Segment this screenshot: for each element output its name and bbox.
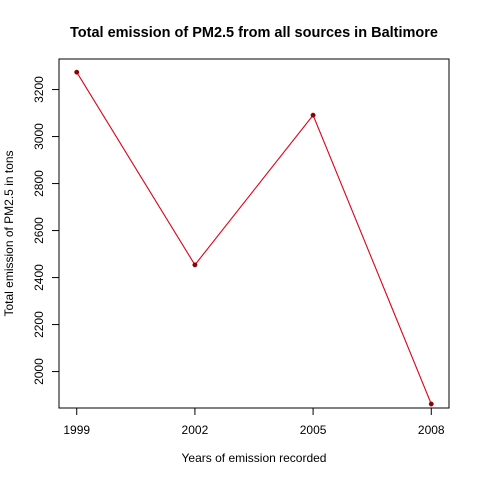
chart-title: Total emission of PM2.5 from all sources…: [70, 25, 438, 41]
x-tick-label: 2002: [182, 423, 209, 437]
x-tick-label: 2005: [300, 423, 327, 437]
series-layer: [74, 69, 434, 407]
y-tick-label: 2200: [32, 311, 46, 338]
y-axis: 2000 2200 2400 2600 2800 3000 3200: [32, 76, 60, 385]
y-tick-label: 2000: [32, 358, 46, 385]
x-axis: 1999 2002 2005 2008: [63, 407, 445, 437]
y-tick-label: 3200: [32, 76, 46, 103]
series-line: [76, 71, 432, 405]
x-tick-label: 2008: [418, 423, 445, 437]
x-tick-label: 1999: [63, 423, 90, 437]
x-axis-label: Years of emission recorded: [182, 451, 327, 465]
data-point: [428, 401, 434, 407]
y-tick-label: 2600: [32, 217, 46, 244]
y-axis-label: Total emission of PM2.5 in tons: [2, 150, 16, 316]
data-point: [310, 112, 316, 118]
plot-box: [58, 58, 450, 409]
y-tick-label: 2400: [32, 264, 46, 291]
y-tick-label: 2800: [32, 170, 46, 197]
data-point: [74, 69, 80, 75]
y-tick-label: 3000: [32, 123, 46, 150]
data-point: [192, 262, 198, 268]
